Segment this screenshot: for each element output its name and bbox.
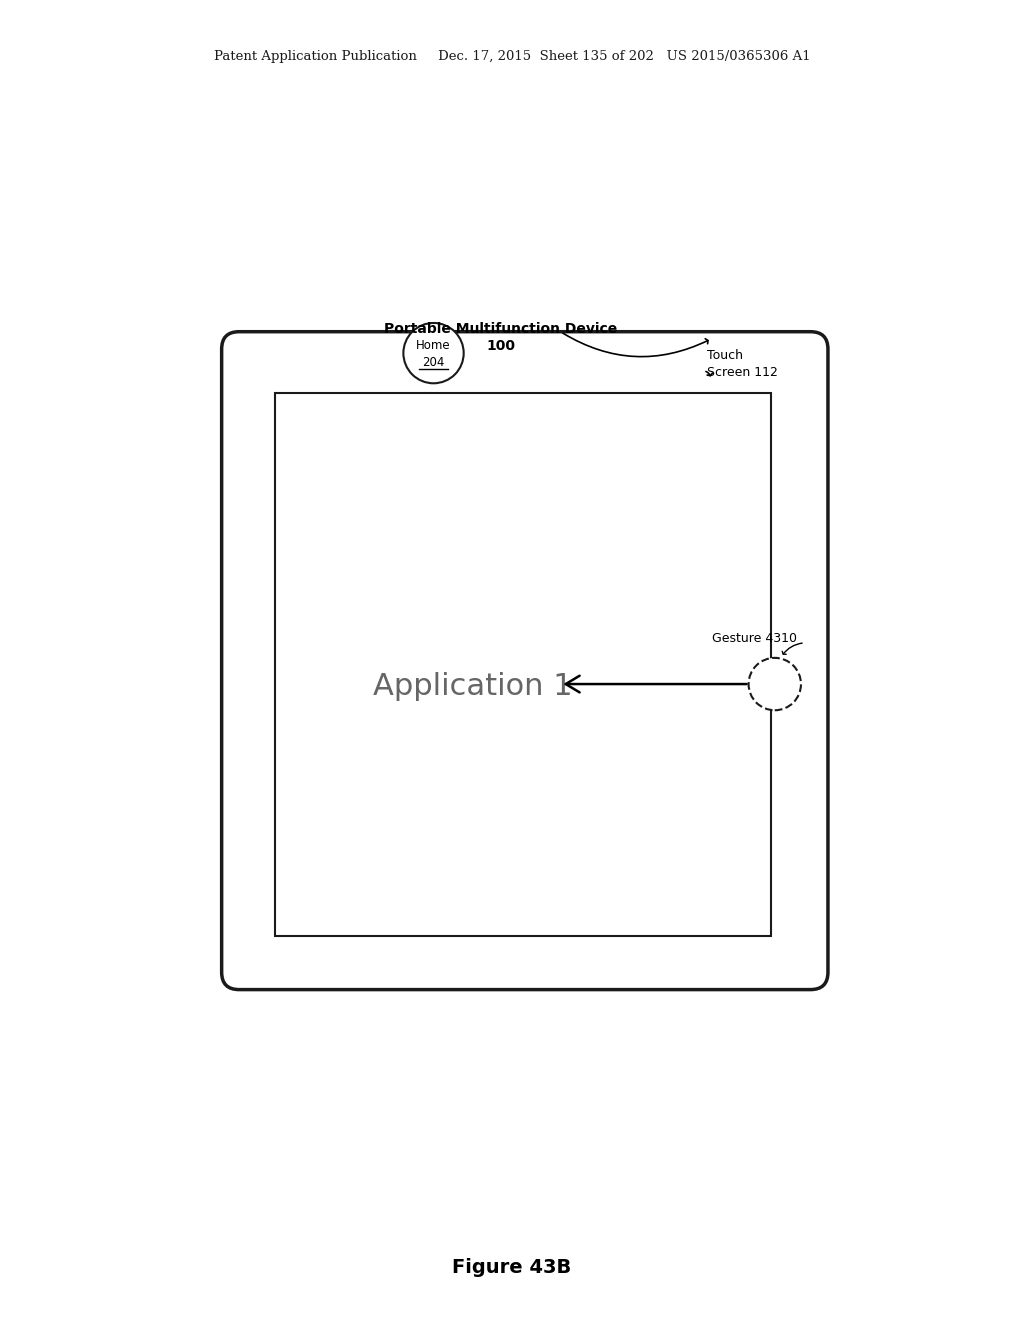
Text: Application 1: Application 1 bbox=[374, 672, 573, 701]
Text: 204: 204 bbox=[422, 356, 444, 370]
FancyBboxPatch shape bbox=[274, 393, 771, 936]
Text: 100: 100 bbox=[486, 339, 515, 352]
Text: Portable Multifunction Device: Portable Multifunction Device bbox=[384, 322, 617, 337]
FancyArrowPatch shape bbox=[565, 676, 746, 693]
Circle shape bbox=[403, 323, 464, 383]
Text: Figure 43B: Figure 43B bbox=[453, 1258, 571, 1276]
Circle shape bbox=[749, 657, 801, 710]
Text: Gesture 4310: Gesture 4310 bbox=[713, 631, 798, 644]
FancyBboxPatch shape bbox=[221, 331, 828, 990]
Text: Screen 112: Screen 112 bbox=[708, 367, 778, 379]
Text: Touch: Touch bbox=[708, 348, 743, 362]
Text: Patent Application Publication     Dec. 17, 2015  Sheet 135 of 202   US 2015/036: Patent Application Publication Dec. 17, … bbox=[214, 50, 810, 63]
Text: Home: Home bbox=[416, 339, 451, 351]
